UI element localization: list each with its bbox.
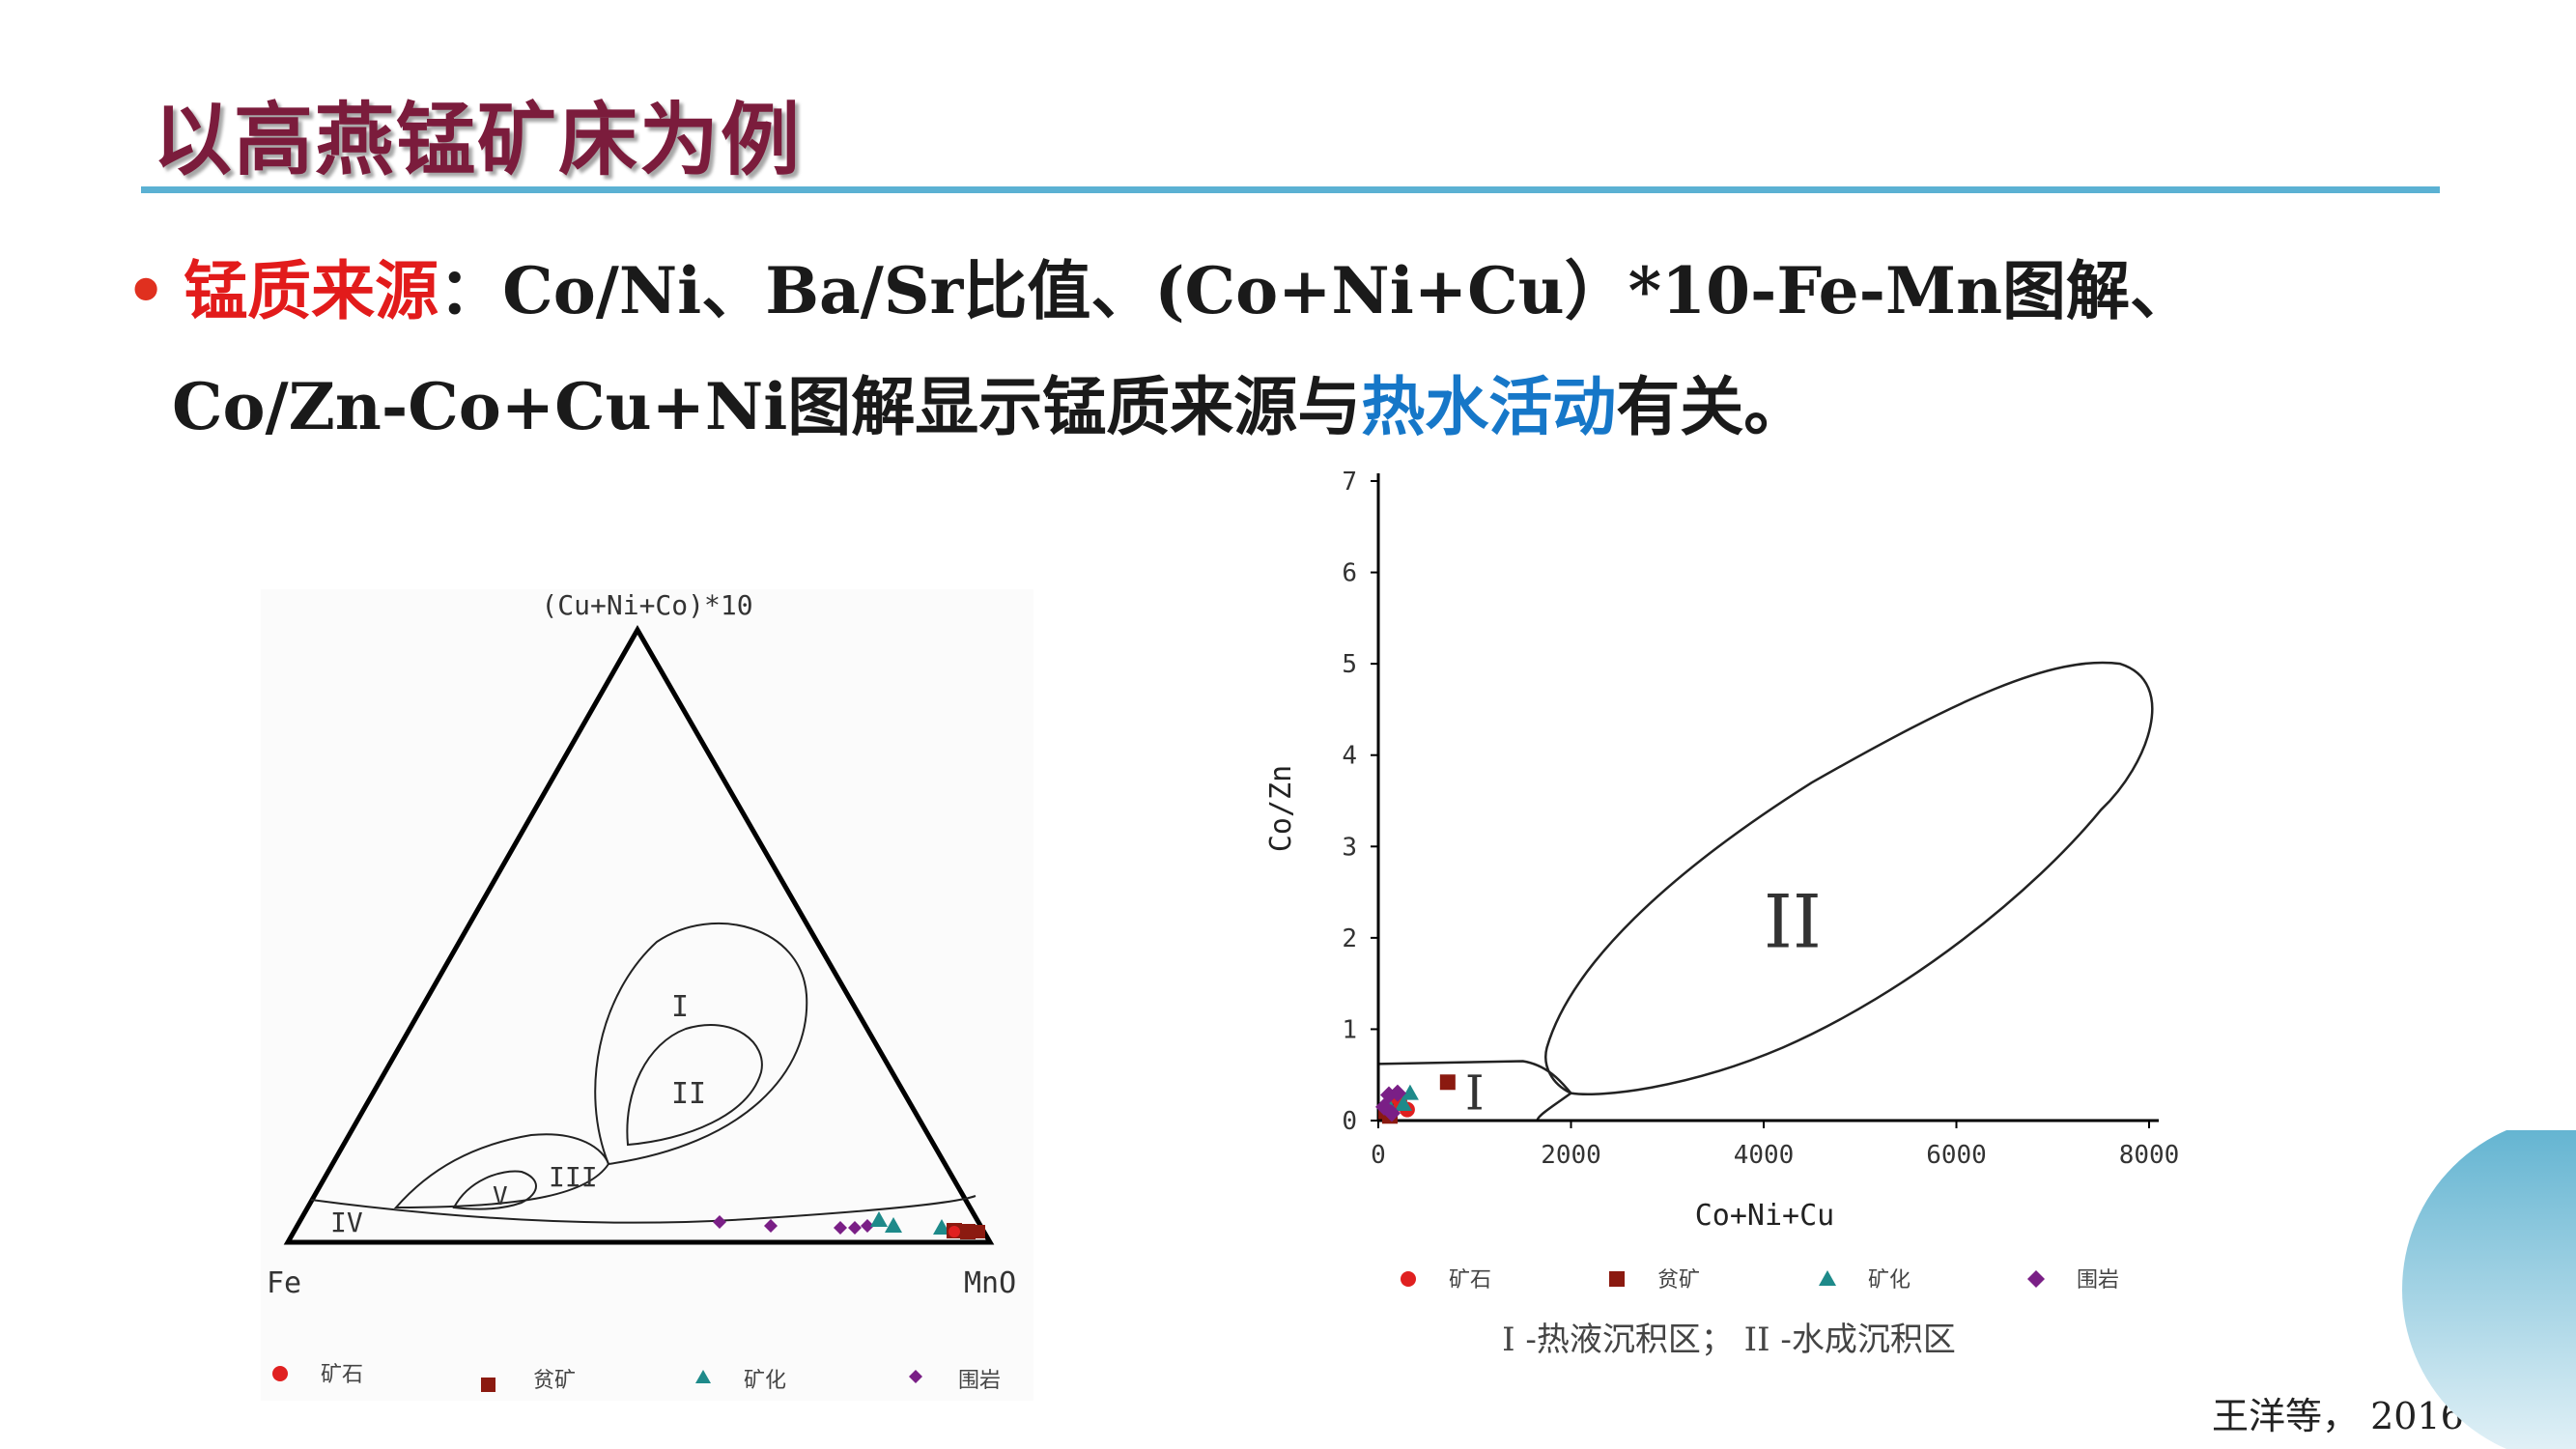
ternary-region-label-iii: III: [549, 1161, 598, 1193]
ternary-region-label-i: I: [671, 990, 689, 1024]
x-tick-label: 8000: [2119, 1141, 2180, 1170]
ternary-point-围岩: [848, 1221, 862, 1235]
bullet-line-1: • 锰质来源：Co/Ni、Ba/Sr比值、(Co+Ni+Cu）*10-Fe-Mn图…: [126, 240, 2194, 332]
x-tick-label: 0: [1371, 1141, 1386, 1170]
region-ii-boundary: [626, 1024, 763, 1147]
legend-label: 贫矿: [533, 1369, 576, 1393]
legend-square-icon: [1609, 1271, 1625, 1287]
ternary-point-围岩: [861, 1219, 874, 1233]
legend-circle-icon: [272, 1366, 288, 1381]
scatter-point-矿化: [1401, 1084, 1419, 1100]
x-tick-label: 2000: [1541, 1141, 1601, 1170]
legend-circle-icon: [1401, 1271, 1416, 1287]
ternary-fe-label: Fe: [267, 1266, 301, 1300]
legend-label: 围岩: [958, 1369, 1001, 1393]
keyword-manganese-source: 锰质来源: [184, 254, 439, 328]
bullet-line-2-text-a: Co/Zn-Co+Cu+Ni图解显示锰质来源与: [172, 369, 1362, 444]
ternary-legend: 矿石 贫矿 矿化 围岩: [272, 1363, 1001, 1393]
legend-diamond-icon: [909, 1370, 922, 1383]
ternary-point-矿石: [948, 1226, 960, 1237]
bullet-line-2: Co/Zn-Co+Cu+Ni图解显示锰质来源与热水活动有关。: [172, 355, 1807, 448]
y-tick-label: 6: [1342, 559, 1357, 588]
y-tick-label: 7: [1342, 468, 1357, 497]
x-axis-title: Co+Ni+Cu: [1695, 1199, 1835, 1233]
bullet-line-1-text: ：Co/Ni、Ba/Sr比值、(Co+Ni+Cu）*10-Fe-Mn图解、: [439, 253, 2194, 328]
bullet-line-2-text-b: 有关。: [1616, 369, 1808, 444]
legend-label: 矿化: [744, 1369, 786, 1393]
legend-triangle-icon: [695, 1370, 711, 1383]
ternary-region-label-iv: IV: [330, 1207, 363, 1238]
y-axis-title: Co/Zn: [1264, 765, 1298, 852]
scatter-axes: 0 2000 4000 6000 8000 0 1 2 3 4 5 6 7: [1342, 468, 2179, 1170]
ternary-region-label-ii: II: [671, 1077, 706, 1111]
legend-label: 矿石: [1449, 1268, 1491, 1293]
y-tick-label: 1: [1342, 1015, 1357, 1044]
ternary-triangle: [283, 624, 995, 1245]
y-tick-label: 0: [1342, 1107, 1357, 1136]
scatter-point-围岩: [1388, 1084, 1406, 1102]
ternary-point-矿化: [933, 1219, 950, 1235]
citation: 王洋等， 2016: [2212, 1395, 2464, 1437]
y-tick-label: 3: [1342, 833, 1357, 862]
scatter-point-围岩: [1379, 1086, 1398, 1104]
ternary-point-围岩: [834, 1221, 847, 1235]
keyword-hydrothermal-activity: 热水活动: [1361, 370, 1617, 444]
scatter-point-矿化: [1394, 1094, 1412, 1111]
bullet-dot: •: [126, 254, 167, 328]
legend-label: 矿化: [1868, 1268, 1911, 1293]
scatter-point-围岩: [1382, 1104, 1401, 1122]
legend-label: 贫矿: [1657, 1268, 1700, 1293]
x-tick-label: 4000: [1734, 1141, 1795, 1170]
y-tick-label: 4: [1342, 742, 1357, 771]
scatter-legend: 矿石 贫矿 矿化 围岩: [1401, 1268, 2119, 1293]
region-iv-boundary: [310, 1195, 977, 1224]
region-i-boundary: [594, 922, 808, 1166]
scatter-points: [1374, 1074, 1456, 1124]
ternary-mno-label: MnO: [964, 1266, 1016, 1300]
y-tick-label: 5: [1342, 650, 1357, 679]
legend-triangle-icon: [1819, 1270, 1836, 1286]
ternary-region-label-v: V: [493, 1182, 508, 1211]
scatter-region-label-ii: II: [1764, 878, 1822, 964]
decorative-circle: [2402, 1130, 2576, 1449]
legend-label: 围岩: [2077, 1268, 2119, 1293]
title-underline: [141, 186, 2440, 193]
ternary-point-围岩: [764, 1219, 778, 1233]
scatter-point-贫矿: [1439, 1074, 1456, 1091]
ternary-point-矿化: [870, 1211, 888, 1227]
ternary-point-围岩: [713, 1215, 726, 1229]
region-ii-boundary: [1544, 661, 2154, 1095]
region-v-boundary: [452, 1170, 537, 1210]
legend-label: 矿石: [321, 1363, 363, 1387]
ternary-diagram: (Cu+Ni+Co)*10 I II III IV V Fe MnO 矿石 贫矿…: [261, 589, 1033, 1401]
ternary-point-贫矿: [972, 1225, 985, 1238]
legend-diamond-icon: [2027, 1270, 2045, 1288]
chart-caption: I -热液沉积区； II -水成沉积区: [1502, 1321, 1956, 1359]
y-tick-label: 2: [1342, 924, 1357, 953]
legend-square-icon: [481, 1378, 495, 1392]
ternary-point-矿化: [885, 1217, 902, 1233]
ternary-top-label: (Cu+Ni+Co)*10: [541, 589, 752, 621]
scatter-regions: III: [1377, 661, 2154, 1122]
x-tick-label: 6000: [1926, 1141, 1987, 1170]
slide-title: 以高燕锰矿床为例: [153, 95, 803, 186]
scatter-region-label-i: I: [1465, 1065, 1485, 1122]
